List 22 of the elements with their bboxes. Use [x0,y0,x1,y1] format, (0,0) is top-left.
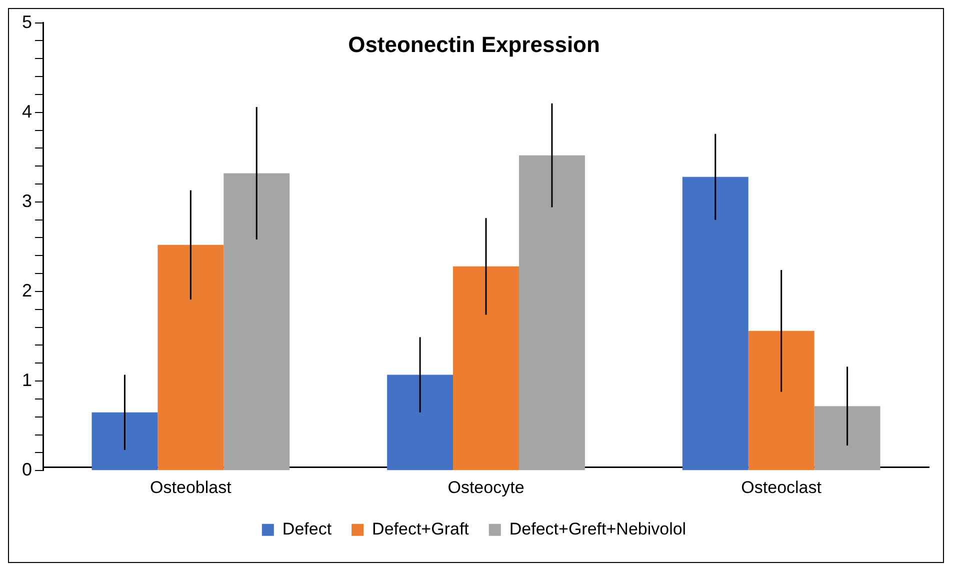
y-tick-label: 5 [22,12,32,32]
bar [682,176,748,470]
y-tick-label: 0 [22,460,32,480]
bar [92,412,158,470]
y-tick-label: 1 [22,370,32,390]
chart-title: Osteonectin Expression [348,32,600,58]
y-tick-label: 2 [22,280,32,300]
y-tick-label: 3 [22,190,32,211]
bar [158,244,224,470]
legend-label: Defect+Greft+Nebivolol [509,520,686,539]
legend-label: Defect+Graft [372,520,470,539]
bar [814,406,880,470]
x-tick-label: Osteoblast [150,478,232,497]
y-tick-label: 4 [22,101,32,122]
bar [518,155,585,470]
x-tick-label: Osteoclast [741,478,822,497]
bar [453,266,519,470]
x-tick-label: Osteocyte [448,478,524,497]
bar [748,330,814,470]
legend-label: Defect [282,520,332,539]
bar [387,374,454,470]
bar [224,173,290,470]
